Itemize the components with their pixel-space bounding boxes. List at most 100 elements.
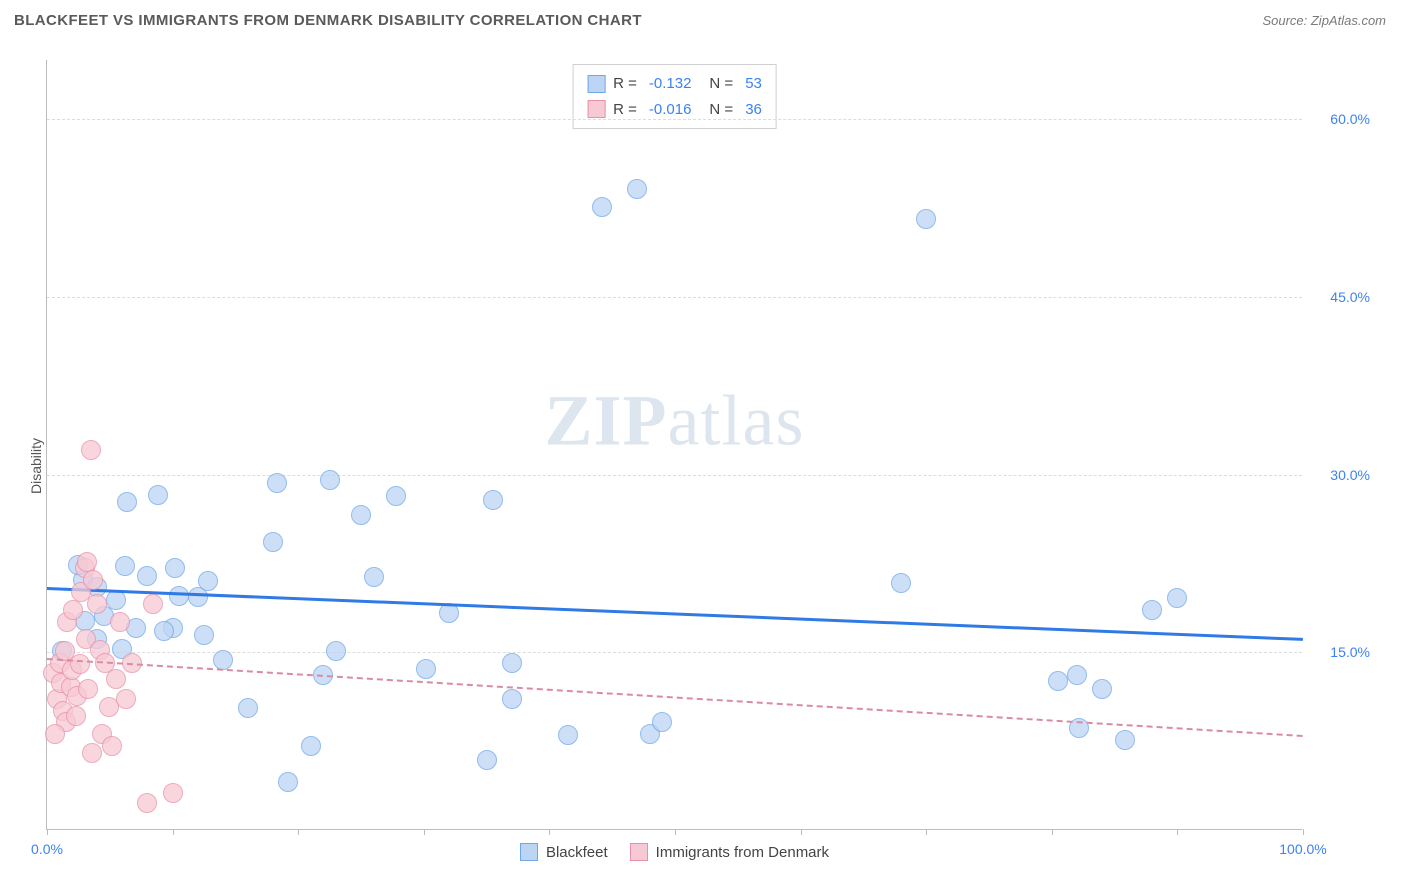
scatter-point (81, 440, 101, 460)
scatter-point (1067, 665, 1087, 685)
scatter-point (301, 736, 321, 756)
scatter-point (165, 558, 185, 578)
x-tick-label: 100.0% (1279, 841, 1326, 857)
chart-container: Disability ZIPatlas R = -0.132 N = 53 R = -0.… (0, 40, 1406, 892)
scatter-point (502, 689, 522, 709)
legend-row: R = -0.132 N = 53 (587, 71, 762, 97)
scatter-point (194, 625, 214, 645)
x-tick-mark (1177, 829, 1178, 835)
scatter-point (213, 650, 233, 670)
plot-area: ZIPatlas R =-0.132N =53R =-0.016N =36 Bl… (46, 60, 1302, 830)
scatter-point (351, 505, 371, 525)
legend-swatch-icon (587, 100, 605, 118)
legend-n-value: 53 (745, 71, 762, 97)
x-tick-mark (298, 829, 299, 835)
gridline-h (47, 119, 1302, 120)
trend-line (47, 658, 1303, 737)
legend-row: R = -0.016 N = 36 (587, 97, 762, 123)
scatter-point (198, 571, 218, 591)
scatter-point (558, 725, 578, 745)
scatter-point (386, 486, 406, 506)
scatter-point (66, 706, 86, 726)
scatter-point (87, 594, 107, 614)
legend-swatch-icon (587, 75, 605, 93)
chart-title: BLACKFEET VS IMMIGRANTS FROM DENMARK DIS… (14, 12, 642, 29)
x-tick-mark (801, 829, 802, 835)
scatter-point (148, 485, 168, 505)
y-tick-label: 15.0% (1310, 644, 1370, 660)
scatter-point (627, 179, 647, 199)
scatter-point (502, 653, 522, 673)
scatter-point (106, 590, 126, 610)
scatter-point (1048, 671, 1068, 691)
trend-line (47, 587, 1303, 641)
scatter-point (267, 473, 287, 493)
scatter-point (891, 573, 911, 593)
legend-r-value: -0.132 (649, 71, 692, 97)
x-tick-mark (424, 829, 425, 835)
gridline-h (47, 297, 1302, 298)
scatter-point (592, 197, 612, 217)
scatter-point (106, 669, 126, 689)
x-tick-mark (1052, 829, 1053, 835)
scatter-point (70, 654, 90, 674)
gridline-h (47, 475, 1302, 476)
x-tick-mark (173, 829, 174, 835)
legend-swatch-icon (520, 843, 538, 861)
scatter-point (83, 570, 103, 590)
scatter-point (78, 679, 98, 699)
scatter-point (320, 470, 340, 490)
scatter-point (652, 712, 672, 732)
gridline-h (47, 652, 1302, 653)
scatter-point (63, 600, 83, 620)
scatter-point (1142, 600, 1162, 620)
legend-n-label: N = (709, 97, 733, 123)
scatter-point (116, 689, 136, 709)
scatter-point (137, 793, 157, 813)
x-tick-mark (47, 829, 48, 835)
scatter-point (82, 743, 102, 763)
x-tick-mark (1303, 829, 1304, 835)
legend-r-label: R = (613, 97, 637, 123)
legend-series-label: Immigrants from Denmark (656, 844, 829, 861)
chart-header: BLACKFEET VS IMMIGRANTS FROM DENMARK DIS… (0, 0, 1406, 37)
scatter-point (137, 566, 157, 586)
legend-r-label: R = (613, 71, 637, 97)
scatter-point (916, 209, 936, 229)
x-tick-mark (926, 829, 927, 835)
scatter-point (117, 492, 137, 512)
legend-series-label: Blackfeet (546, 844, 608, 861)
scatter-point (483, 490, 503, 510)
y-axis-label: Disability (28, 438, 44, 494)
scatter-point (1167, 588, 1187, 608)
y-tick-label: 30.0% (1310, 467, 1370, 483)
scatter-point (45, 724, 65, 744)
legend-item: Blackfeet (520, 843, 608, 861)
scatter-point (263, 532, 283, 552)
legend-n-label: N = (709, 71, 733, 97)
legend-swatch-icon (630, 843, 648, 861)
scatter-point (1115, 730, 1135, 750)
y-tick-label: 60.0% (1310, 111, 1370, 127)
legend-r-value: -0.016 (649, 97, 692, 123)
scatter-point (477, 750, 497, 770)
scatter-point (326, 641, 346, 661)
scatter-point (115, 556, 135, 576)
scatter-point (364, 567, 384, 587)
scatter-point (278, 772, 298, 792)
chart-source: Source: ZipAtlas.com (1262, 13, 1386, 28)
watermark: ZIPatlas (545, 380, 805, 463)
y-tick-label: 45.0% (1310, 289, 1370, 305)
scatter-point (163, 783, 183, 803)
scatter-point (110, 612, 130, 632)
legend-n-value: 36 (745, 97, 762, 123)
scatter-point (238, 698, 258, 718)
scatter-point (143, 594, 163, 614)
x-tick-mark (549, 829, 550, 835)
scatter-point (1092, 679, 1112, 699)
scatter-point (416, 659, 436, 679)
x-tick-mark (675, 829, 676, 835)
scatter-point (154, 621, 174, 641)
legend-series: Blackfeet Immigrants from Denmark (47, 843, 1302, 861)
legend-item: Immigrants from Denmark (630, 843, 829, 861)
